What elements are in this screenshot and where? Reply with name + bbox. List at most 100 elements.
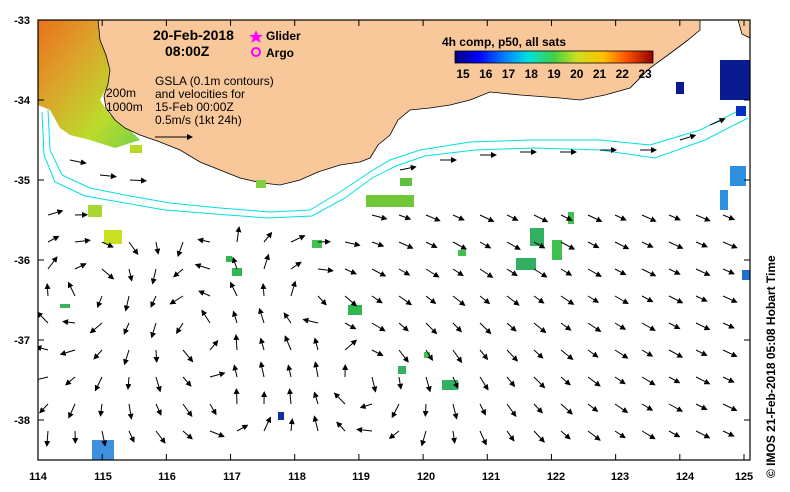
velocity-arrow — [99, 173, 117, 180]
colorbar — [454, 50, 654, 64]
velocity-arrow — [452, 322, 462, 333]
velocity-arrow — [560, 268, 573, 276]
velocity-arrow — [290, 235, 306, 243]
velocity-arrow — [722, 403, 738, 412]
velocity-arrow — [668, 403, 683, 412]
velocity-arrow — [94, 376, 103, 392]
velocity-arrow — [313, 361, 320, 378]
velocity-arrow — [533, 403, 543, 414]
velocity-arrow — [182, 430, 193, 440]
velocity-arrow — [397, 376, 404, 390]
velocity-arrow — [587, 241, 600, 249]
lon-tick-label: 121 — [482, 471, 500, 483]
lon-tick-label: 115 — [94, 471, 112, 483]
velocity-arrow — [533, 322, 547, 334]
velocity-arrow — [283, 312, 292, 324]
velocity-arrow — [38, 311, 49, 324]
velocity-arrow — [722, 349, 738, 357]
velocity-arrow — [288, 418, 295, 432]
velocity-arrow — [209, 371, 226, 378]
velocity-arrow — [560, 430, 571, 440]
velocity-arrow — [260, 283, 267, 297]
colorbar-tick-label: 20 — [570, 67, 584, 81]
velocity-arrow — [560, 403, 573, 415]
velocity-arrow — [533, 349, 544, 359]
velocity-arrow — [359, 403, 373, 409]
velocity-arrow — [425, 214, 441, 222]
lat-tick-label: -34 — [14, 95, 31, 107]
lat-tick-label: -33 — [14, 15, 30, 27]
glider-marker-icon — [249, 30, 263, 43]
credit-text: © IMOS 21-Feb-2018 05:08 Hobart Time — [764, 255, 778, 478]
velocity-arrow — [614, 376, 626, 385]
velocity-arrow — [722, 295, 738, 303]
velocity-arrow — [533, 430, 545, 443]
velocity-arrow — [128, 241, 139, 256]
velocity-arrow — [506, 403, 517, 418]
colorbar-tick-label: 15 — [456, 67, 470, 81]
velocity-arrow — [668, 376, 681, 384]
velocity-arrow — [641, 349, 654, 357]
velocity-arrow — [722, 241, 738, 249]
velocity-arrow — [614, 430, 626, 439]
lat-tick-label: -35 — [14, 175, 30, 187]
velocity-arrow — [313, 337, 320, 351]
velocity-arrow — [587, 268, 602, 277]
velocity-arrow — [155, 403, 162, 416]
velocity-arrow — [101, 430, 108, 447]
velocity-arrow — [641, 376, 656, 386]
velocity-arrow — [98, 403, 105, 417]
velocity-arrow — [69, 159, 87, 166]
velocity-arrow — [695, 241, 708, 248]
velocity-arrow — [123, 295, 130, 312]
velocity-arrow — [587, 376, 601, 387]
velocity-arrow — [668, 295, 684, 304]
colorbar-tick-label: 21 — [593, 67, 607, 81]
velocity-arrow — [101, 241, 114, 248]
y-axis: -33 -34 -35 -36 -37 -38 — [14, 15, 31, 427]
velocity-arrow — [425, 322, 438, 335]
isobath-200m — [47, 109, 741, 213]
velocity-arrow — [479, 295, 491, 305]
velocity-arrow — [258, 307, 265, 324]
velocity-arrow — [398, 214, 412, 221]
velocity-arrow — [371, 241, 385, 248]
lat-tick-label: -37 — [14, 335, 30, 347]
velocity-arrow — [614, 349, 629, 359]
velocity-arrow — [398, 241, 414, 249]
velocity-arrow — [695, 322, 711, 331]
velocity-arrow — [150, 268, 157, 285]
velocity-arrow — [668, 241, 684, 249]
map-frame — [37, 19, 751, 461]
velocity-arrow — [398, 349, 409, 363]
velocity-arrow — [479, 241, 492, 249]
velocity-arrow — [209, 340, 219, 351]
velocity-arrow — [155, 376, 162, 393]
velocity-arrow — [286, 364, 293, 378]
velocity-arrow — [67, 281, 76, 297]
velocity-arrow — [169, 295, 184, 305]
velocity-arrow — [182, 403, 193, 418]
velocity-arrow — [722, 322, 735, 329]
velocity-arrow — [290, 280, 297, 297]
velocity-arrow — [587, 214, 603, 223]
velocity-arrow — [371, 349, 384, 356]
velocity-arrow — [236, 424, 249, 432]
velocity-arrow — [38, 376, 49, 383]
velocity-arrow — [44, 430, 51, 447]
velocity-arrow — [452, 376, 459, 389]
gsla-line-3: 15-Feb 00:00Z — [155, 100, 234, 114]
velocity-arrow — [452, 403, 459, 420]
velocity-arrow — [533, 268, 548, 278]
velocity-arrow — [173, 268, 184, 278]
velocity-arrow — [333, 392, 346, 405]
warm-sst-patch — [38, 20, 140, 148]
velocity-arrow — [587, 430, 601, 441]
velocity-arrow — [452, 241, 468, 250]
velocity-arrow — [452, 268, 464, 277]
velocity-arrow — [317, 295, 327, 306]
velocity-arrow — [479, 430, 487, 446]
velocity-arrow — [176, 241, 184, 258]
velocity-arrow — [154, 241, 161, 255]
velocity-arrow — [371, 214, 388, 221]
